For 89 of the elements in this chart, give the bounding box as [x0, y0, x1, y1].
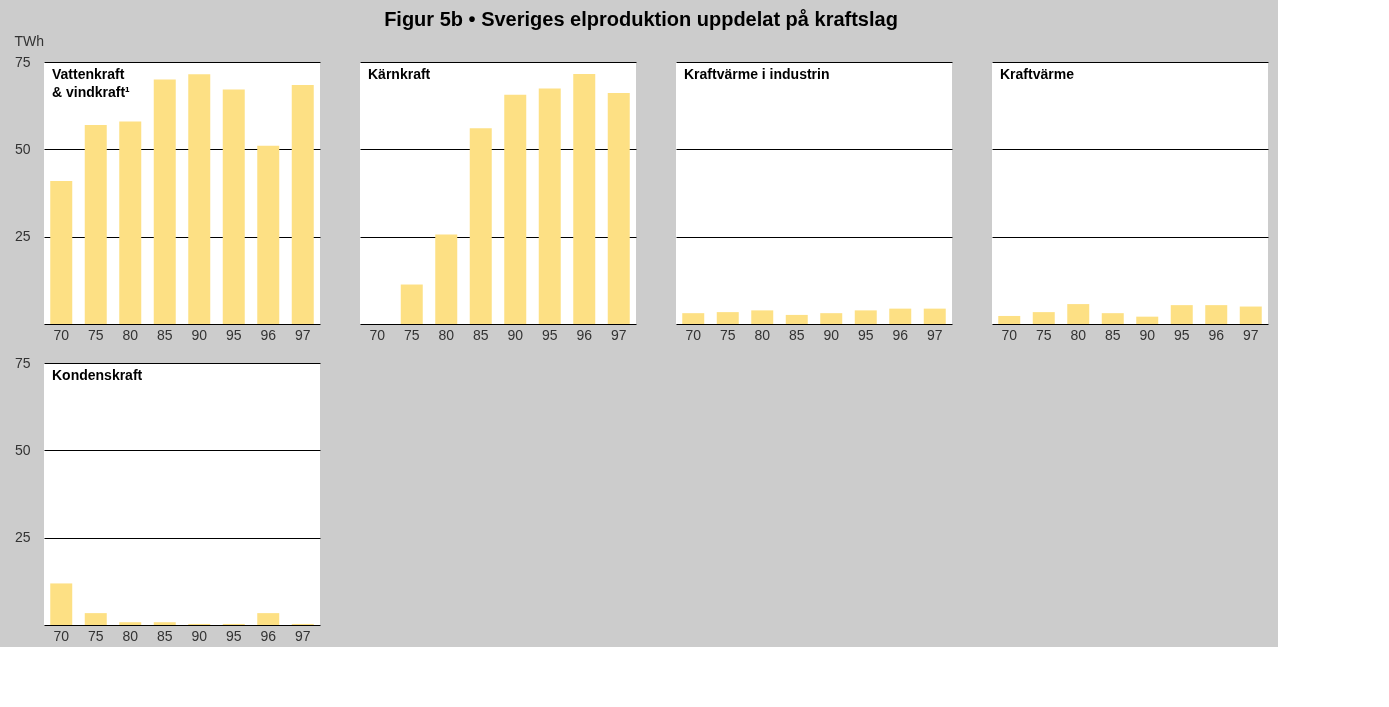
x-tick-label: 80 [754, 326, 771, 343]
x-tick-label: 75 [87, 326, 104, 343]
bar [998, 315, 1021, 324]
y-axis-title: TWh [14, 32, 45, 49]
x-tick-label: 70 [53, 326, 70, 343]
x-tick-label: 97 [610, 326, 627, 343]
bar [257, 613, 280, 625]
bar [291, 85, 314, 324]
x-tick-label: 95 [857, 326, 874, 343]
x-tick-label: 97 [294, 627, 311, 644]
x-tick-label: 80 [438, 326, 455, 343]
y-tick-label: 25 [14, 228, 31, 245]
x-tick-label: 95 [225, 326, 242, 343]
x-tick-label: 96 [260, 627, 277, 644]
bar [504, 94, 527, 324]
bar [153, 622, 176, 625]
bar [538, 88, 561, 324]
x-tick-label: 90 [191, 627, 208, 644]
y-tick-label: 50 [14, 441, 31, 458]
y-tick-label: 75 [14, 53, 31, 70]
x-tick-label: 90 [1139, 326, 1156, 343]
y-tick-label: 25 [14, 529, 31, 546]
bar [854, 310, 877, 324]
x-tick-label: 97 [1242, 326, 1259, 343]
x-tick-label: 80 [122, 326, 139, 343]
bar [1205, 305, 1228, 324]
x-tick-label: 70 [369, 326, 386, 343]
bar [573, 73, 596, 324]
chart-subtitle: Kondenskraft [52, 367, 143, 383]
bar [222, 89, 245, 324]
x-tick-label: 96 [892, 326, 909, 343]
x-tick-label: 85 [156, 326, 173, 343]
bar [119, 622, 142, 625]
bar [1032, 312, 1055, 324]
bar [751, 310, 774, 324]
y-tick-label: 50 [14, 140, 31, 157]
bar [435, 234, 458, 324]
x-tick-label: 85 [1104, 326, 1121, 343]
text: Figur 5b • Sveriges elproduktion uppdelat på kraftslag [384, 8, 898, 30]
x-tick-label: 85 [472, 326, 489, 343]
x-tick-label: 70 [685, 326, 702, 343]
x-tick-label: 75 [1035, 326, 1052, 343]
bar [1136, 316, 1159, 324]
bar [682, 313, 705, 324]
x-tick-label: 95 [541, 326, 558, 343]
x-tick-label: 96 [576, 326, 593, 343]
x-tick-label: 97 [294, 326, 311, 343]
x-tick-label: 80 [1070, 326, 1087, 343]
bar [889, 308, 912, 324]
bar [923, 308, 946, 324]
x-tick-label: 90 [823, 326, 840, 343]
x-tick-label: 70 [1001, 326, 1018, 343]
bar [84, 124, 107, 324]
bar [119, 121, 142, 324]
chart-subtitle: Kärnkraft [368, 66, 431, 82]
bar [1239, 306, 1262, 324]
x-tick-label: 85 [788, 326, 805, 343]
x-tick-label: 90 [507, 326, 524, 343]
y-tick-label: 75 [14, 354, 31, 371]
bar [257, 145, 280, 324]
chart-subtitle: Kraftvärme [1000, 66, 1075, 82]
bar [188, 74, 211, 324]
x-tick-label: 75 [403, 326, 420, 343]
bar [1101, 313, 1124, 324]
x-tick-label: 80 [122, 627, 139, 644]
bar [1170, 305, 1193, 324]
chart-subtitle: Kraftvärme i industrin [684, 66, 830, 82]
bar [1067, 304, 1090, 324]
x-tick-label: 90 [191, 326, 208, 343]
text: Vattenkraft & vindkraft¹ [52, 66, 131, 100]
bar [50, 181, 73, 324]
x-tick-label: 95 [1173, 326, 1190, 343]
bar [84, 613, 107, 625]
x-tick-label: 96 [260, 326, 277, 343]
bar [820, 313, 843, 324]
x-tick-label: 75 [87, 627, 104, 644]
bar [469, 128, 492, 324]
x-tick-label: 70 [53, 627, 70, 644]
bar [153, 79, 176, 324]
bar [400, 284, 423, 324]
bar [50, 583, 73, 625]
x-tick-label: 96 [1208, 326, 1225, 343]
x-tick-label: 97 [926, 326, 943, 343]
x-tick-label: 85 [156, 627, 173, 644]
bar [785, 314, 808, 324]
x-tick-label: 75 [719, 326, 736, 343]
bar [607, 93, 630, 324]
bar [716, 312, 739, 324]
x-tick-label: 95 [225, 627, 242, 644]
